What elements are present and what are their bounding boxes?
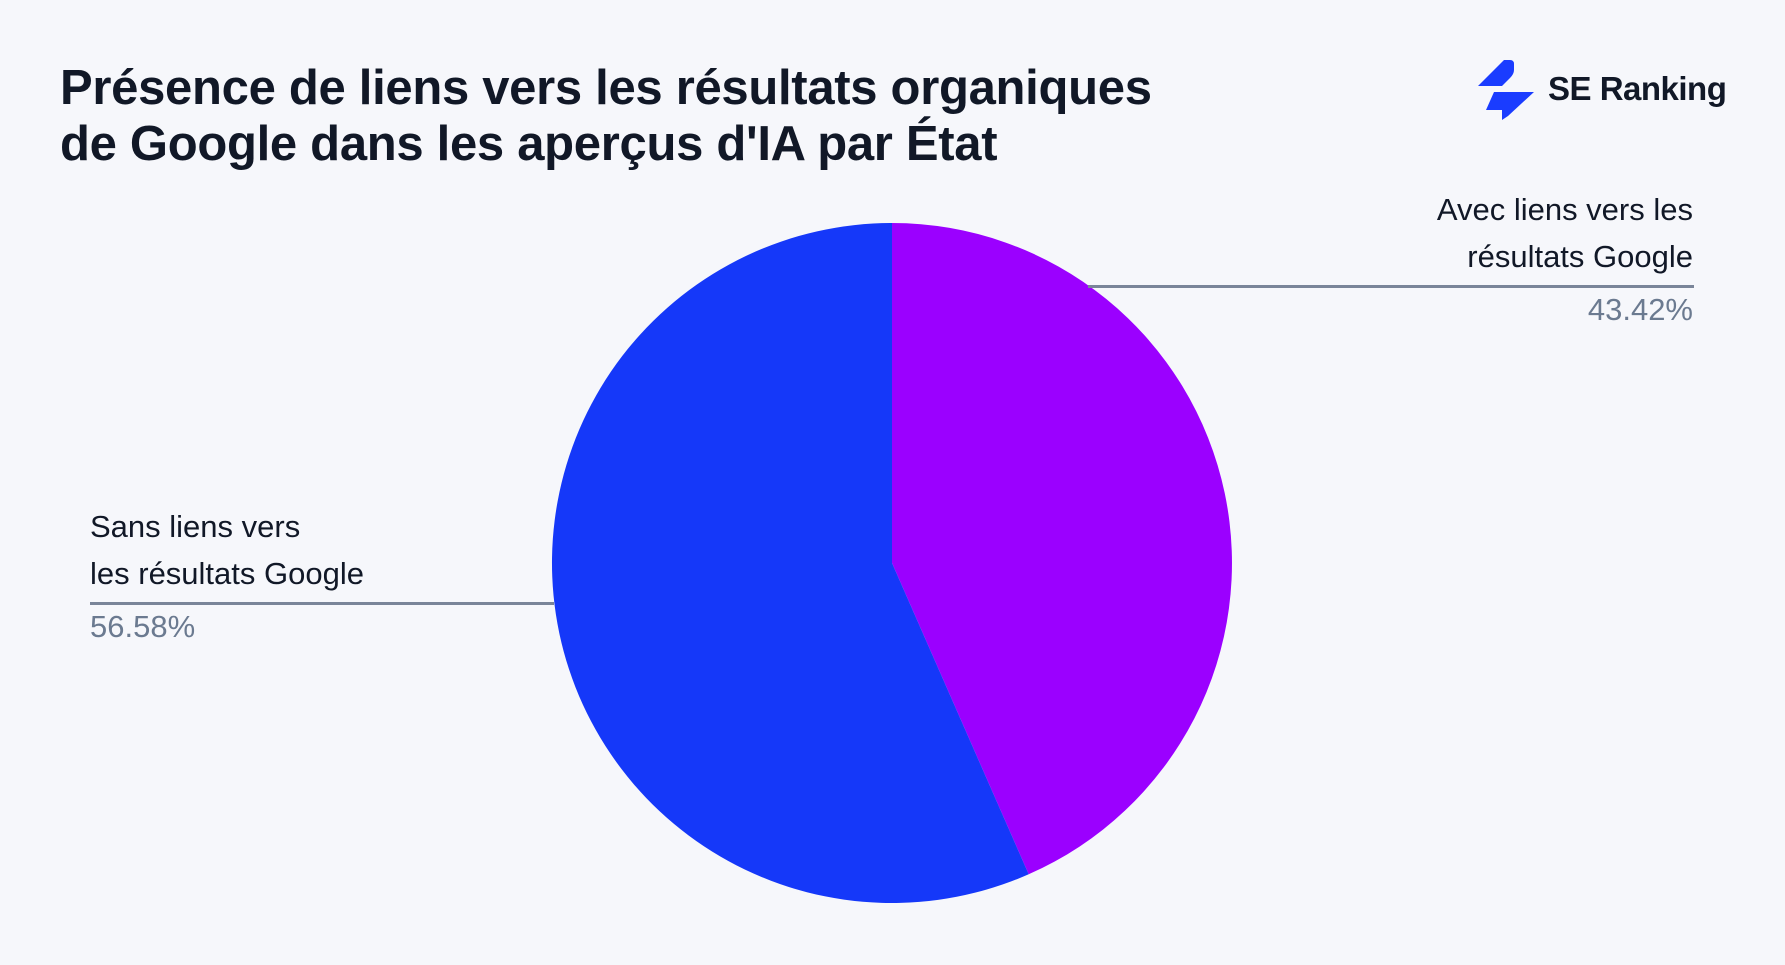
label-with-links-line-2: résultats Google xyxy=(1467,239,1693,274)
brand-name: SE Ranking xyxy=(1548,70,1727,107)
leader-line-without-links xyxy=(90,602,554,605)
chart-title-line-1: Présence de liens vers les résultats org… xyxy=(60,61,1152,115)
label-without-links-percent: 56.58% xyxy=(90,609,196,644)
chart-title: Présence de liens vers les résultats org… xyxy=(60,60,1152,172)
label-without-links-line-1: Sans liens vers xyxy=(90,509,301,544)
label-without-links: Sans liens vers les résultats Google 56.… xyxy=(90,503,364,650)
pie-slice-without-links[interactable] xyxy=(551,222,1029,903)
brand-logo: SE Ranking xyxy=(1476,58,1727,120)
label-with-links-line-1: Avec liens vers les xyxy=(1436,192,1693,227)
label-with-links-percent: 43.42% xyxy=(1587,292,1693,327)
label-with-links: Avec liens vers les résultats Google 43.… xyxy=(1437,186,1693,333)
label-without-links-line-2: les résultats Google xyxy=(90,556,364,591)
leader-line-with-links xyxy=(1088,285,1694,288)
pie-slice-with-links[interactable] xyxy=(892,223,1232,875)
se-ranking-logo-icon xyxy=(1478,60,1534,120)
chart-title-line-2: de Google dans les aperçus d'IA par État xyxy=(60,117,998,171)
